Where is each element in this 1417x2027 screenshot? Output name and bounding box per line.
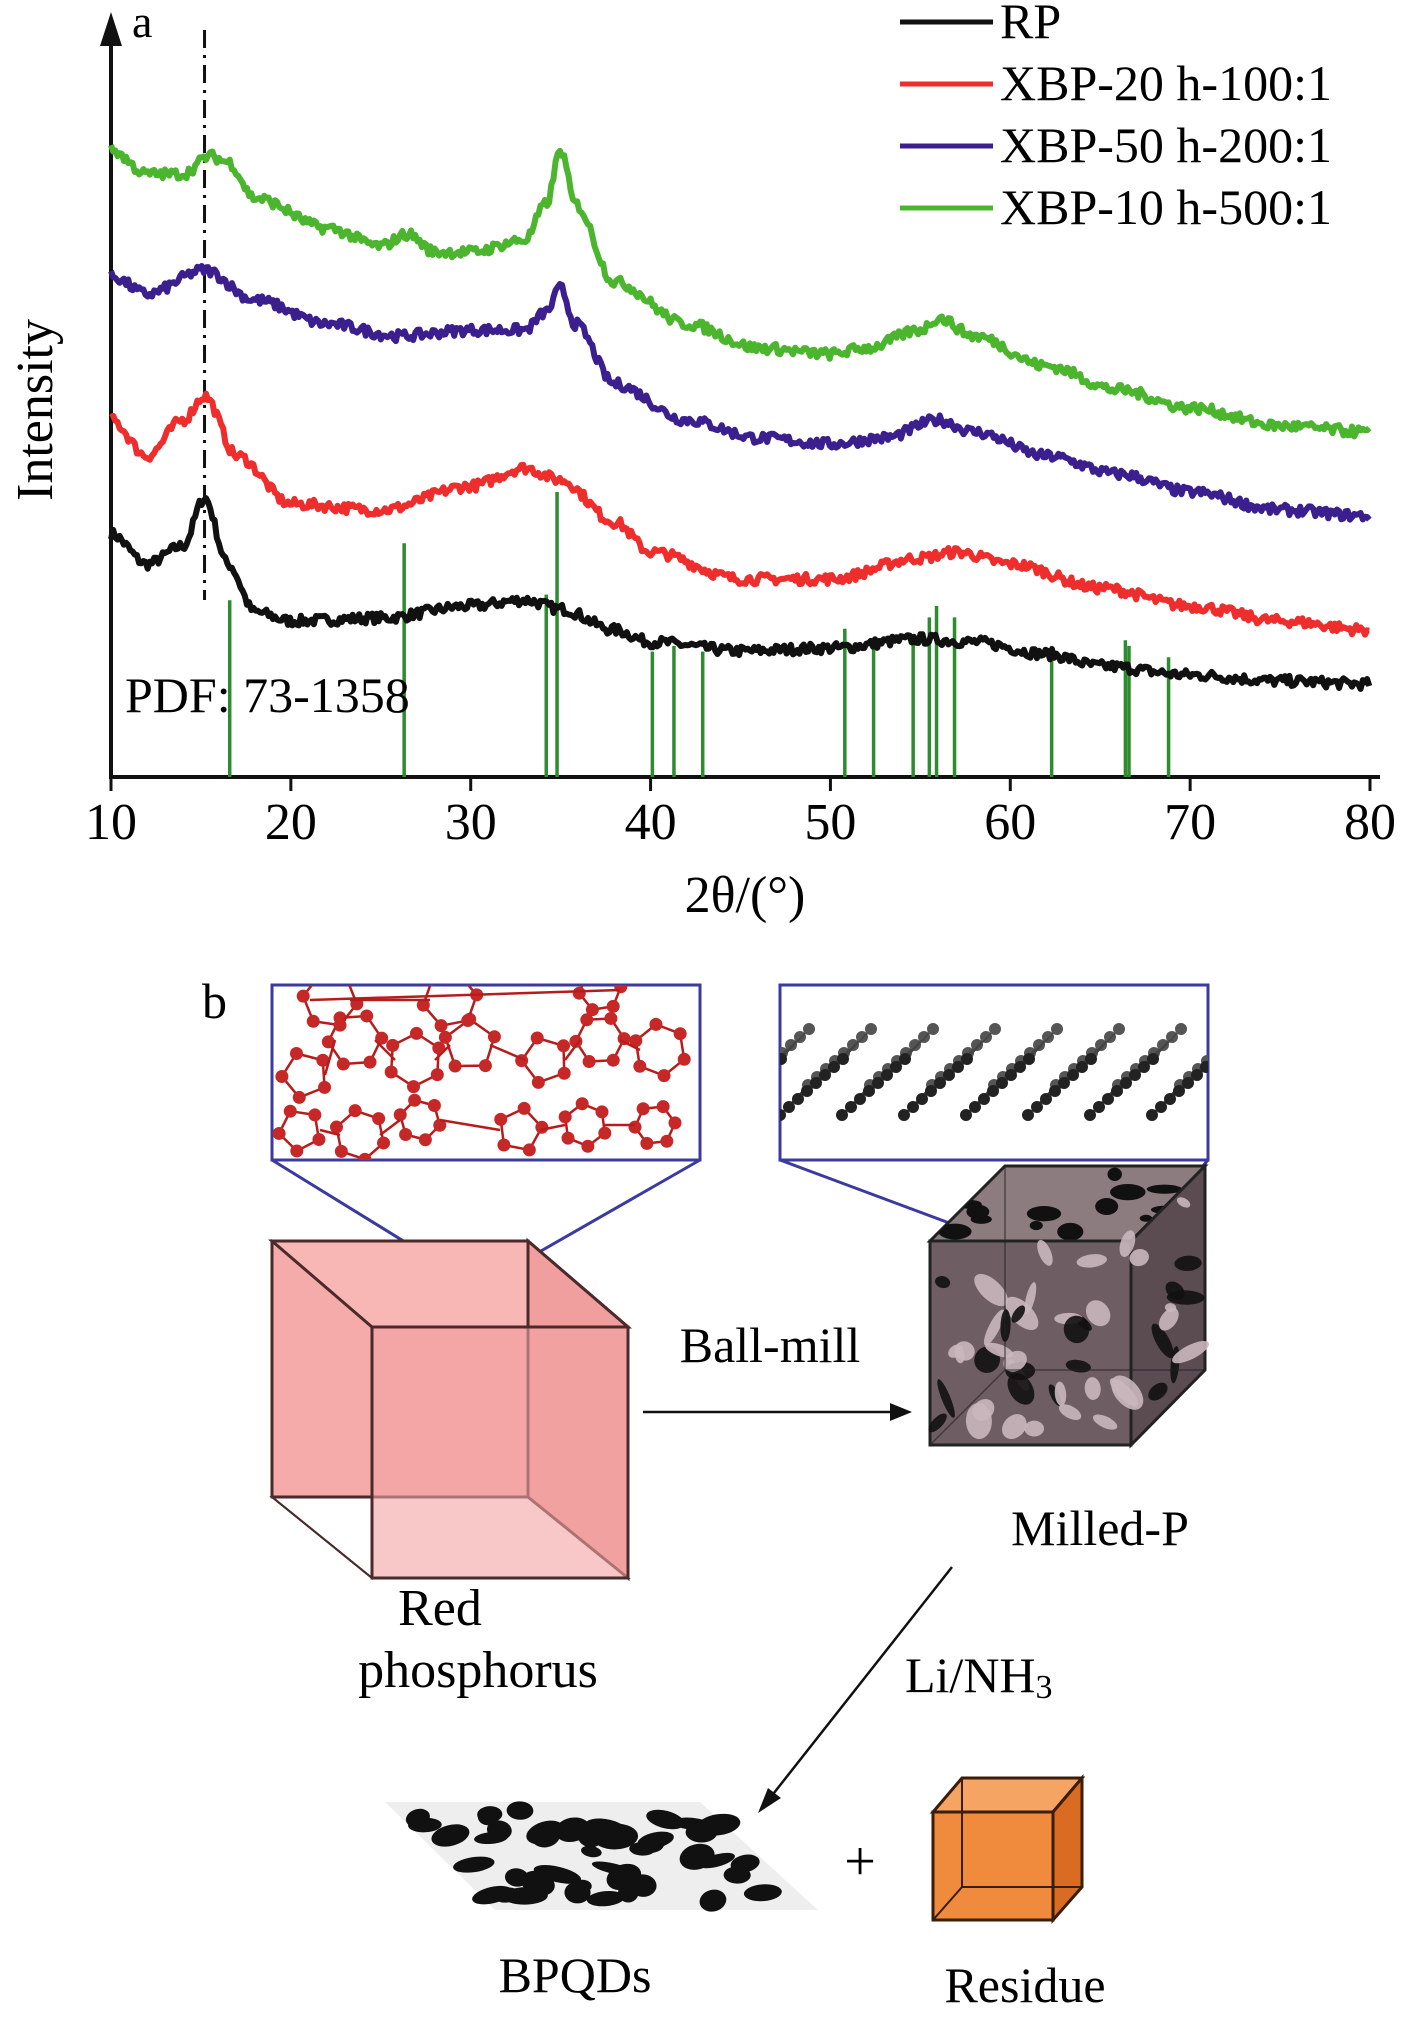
series-line [108, 144, 1372, 440]
milled-p-cube [926, 1162, 1209, 1449]
quantum-dot [583, 1818, 632, 1845]
x-tick-label: 60 [984, 794, 1036, 851]
quantum-dot [555, 1817, 590, 1843]
ball-mill-label: Ball-mill [680, 1317, 861, 1373]
quantum-dot [743, 1884, 782, 1902]
x-tick-label: 30 [445, 794, 497, 851]
quantum-dot [723, 1866, 751, 1884]
x-tick-label: 20 [265, 794, 317, 851]
x-axis-tick-labels: 10 20 30 40 50 60 70 80 [85, 794, 1396, 851]
bpqds-quantum-dots [405, 1801, 782, 1912]
panel-a-label: a [132, 0, 152, 47]
quantum-dot [521, 1870, 555, 1896]
quantum-dot [617, 1883, 639, 1903]
red-phosphorus-label-line1: Red [398, 1580, 482, 1637]
quantum-dot [431, 1824, 470, 1847]
x-axis-label: 2θ/(°) [685, 867, 806, 924]
quantum-dot [591, 1861, 635, 1876]
red-phosphorus-atoms [272, 985, 691, 1160]
li-nh3-arrow [769, 1566, 953, 1799]
xrd-chart: a 10 20 30 40 50 60 70 80 Intensity 2θ/(°) PDF:… [7, 0, 1396, 924]
quantum-dot [646, 1809, 685, 1830]
legend-label: XBP-10 h-500:1 [1000, 179, 1332, 235]
quantum-dot [581, 1845, 602, 1858]
x-tick-label: 80 [1344, 794, 1396, 851]
x-tick-label: 10 [85, 794, 137, 851]
legend-label: XBP-20 h-100:1 [1000, 55, 1332, 111]
chart-legend: RP XBP-20 h-100:1 XBP-50 h-200:1 XBP-10 h-5… [900, 0, 1332, 235]
residue-cube [929, 1773, 1086, 1924]
series-line [108, 263, 1372, 523]
quantum-dot [586, 1891, 625, 1907]
x-tick-label: 40 [625, 794, 677, 851]
quantum-dot [477, 1806, 503, 1823]
black-phosphorus-atoms [780, 1023, 1208, 1121]
series-line [108, 495, 1373, 692]
x-axis-ticks [109, 777, 1372, 791]
x-tick-label: 70 [1164, 794, 1216, 851]
quantum-dot [474, 1831, 509, 1845]
milled-p-label: Milled-P [1011, 1500, 1189, 1556]
quantum-dot [530, 1823, 561, 1848]
pdf-reference-sticks [227, 492, 1171, 777]
quantum-dot [453, 1856, 495, 1873]
quantum-dot [685, 1821, 718, 1843]
red-phosphorus-inset-frame [270, 983, 702, 1162]
quantum-dot [506, 1801, 534, 1820]
residue-label: Residue [944, 1957, 1105, 2013]
ball-mill-arrow-head-icon [890, 1403, 912, 1421]
xrd-series [108, 144, 1373, 692]
red-phosphorus-cube [267, 1237, 633, 1582]
legend-label: RP [1000, 0, 1061, 49]
quantum-dot [533, 1865, 582, 1884]
quantum-dot [698, 1852, 735, 1869]
panel-b-label: b [202, 973, 227, 1029]
y-axis-arrow-icon [100, 12, 122, 46]
y-axis-label: Intensity [7, 319, 64, 501]
legend-label: XBP-50 h-200:1 [1000, 117, 1332, 173]
plus-sign: + [844, 1831, 876, 1893]
quantum-dot [564, 1881, 591, 1904]
li-nh3-label: Li/NH3 [905, 1647, 1053, 1706]
synthesis-diagram: b Ball-mill [202, 973, 1210, 2013]
x-tick-label: 50 [804, 794, 856, 851]
milled-p-flakes [928, 1197, 1209, 1440]
series-line [109, 390, 1371, 638]
quantum-dot [637, 1831, 674, 1849]
quantum-dot [408, 1817, 442, 1833]
li-nh3-arrow-head-icon [758, 1788, 781, 1813]
quantum-dot [699, 1889, 727, 1912]
red-phosphorus-label-line2: phosphorus [358, 1642, 598, 1699]
bpqds-label: BPQDs [499, 1947, 652, 2003]
pdf-annotation: PDF: 73-1358 [125, 667, 410, 723]
